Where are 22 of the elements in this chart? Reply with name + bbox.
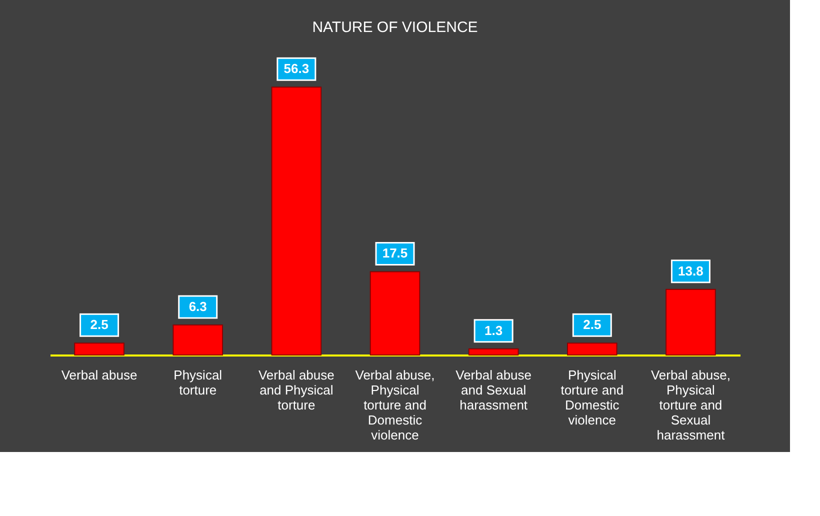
x-tick-label: Verbal abuse and Physical torture — [258, 368, 334, 412]
bar — [370, 271, 420, 356]
x-tick-label: Verbal abuse and Sexual harassment — [456, 368, 532, 412]
data-label: 17.5 — [382, 246, 408, 261]
data-label: 6.3 — [188, 299, 207, 314]
data-label: 13.8 — [678, 263, 704, 278]
bar — [172, 324, 223, 356]
bar — [74, 342, 124, 356]
x-tick-label: Verbal abuse, Physical torture and Domestic violence — [355, 368, 435, 442]
data-label: 1.3 — [484, 322, 503, 338]
x-tick-label: Verbal abuse, Physical torture and Sexual harassment — [650, 368, 730, 442]
bar — [567, 342, 618, 356]
x-tick-label: Verbal abuse — [61, 368, 138, 382]
data-label: 2.5 — [583, 317, 602, 332]
chart-title: NATURE OF VIOLENCE — [312, 19, 478, 36]
bar — [271, 86, 322, 356]
x-tick-label: Physical torture — [174, 368, 222, 398]
data-label: 56.3 — [284, 61, 310, 76]
bar — [468, 348, 519, 356]
x-tick-label: Physical torture and Domestic violence — [560, 368, 624, 428]
bar — [666, 288, 716, 356]
data-label: 2.5 — [90, 317, 108, 332]
